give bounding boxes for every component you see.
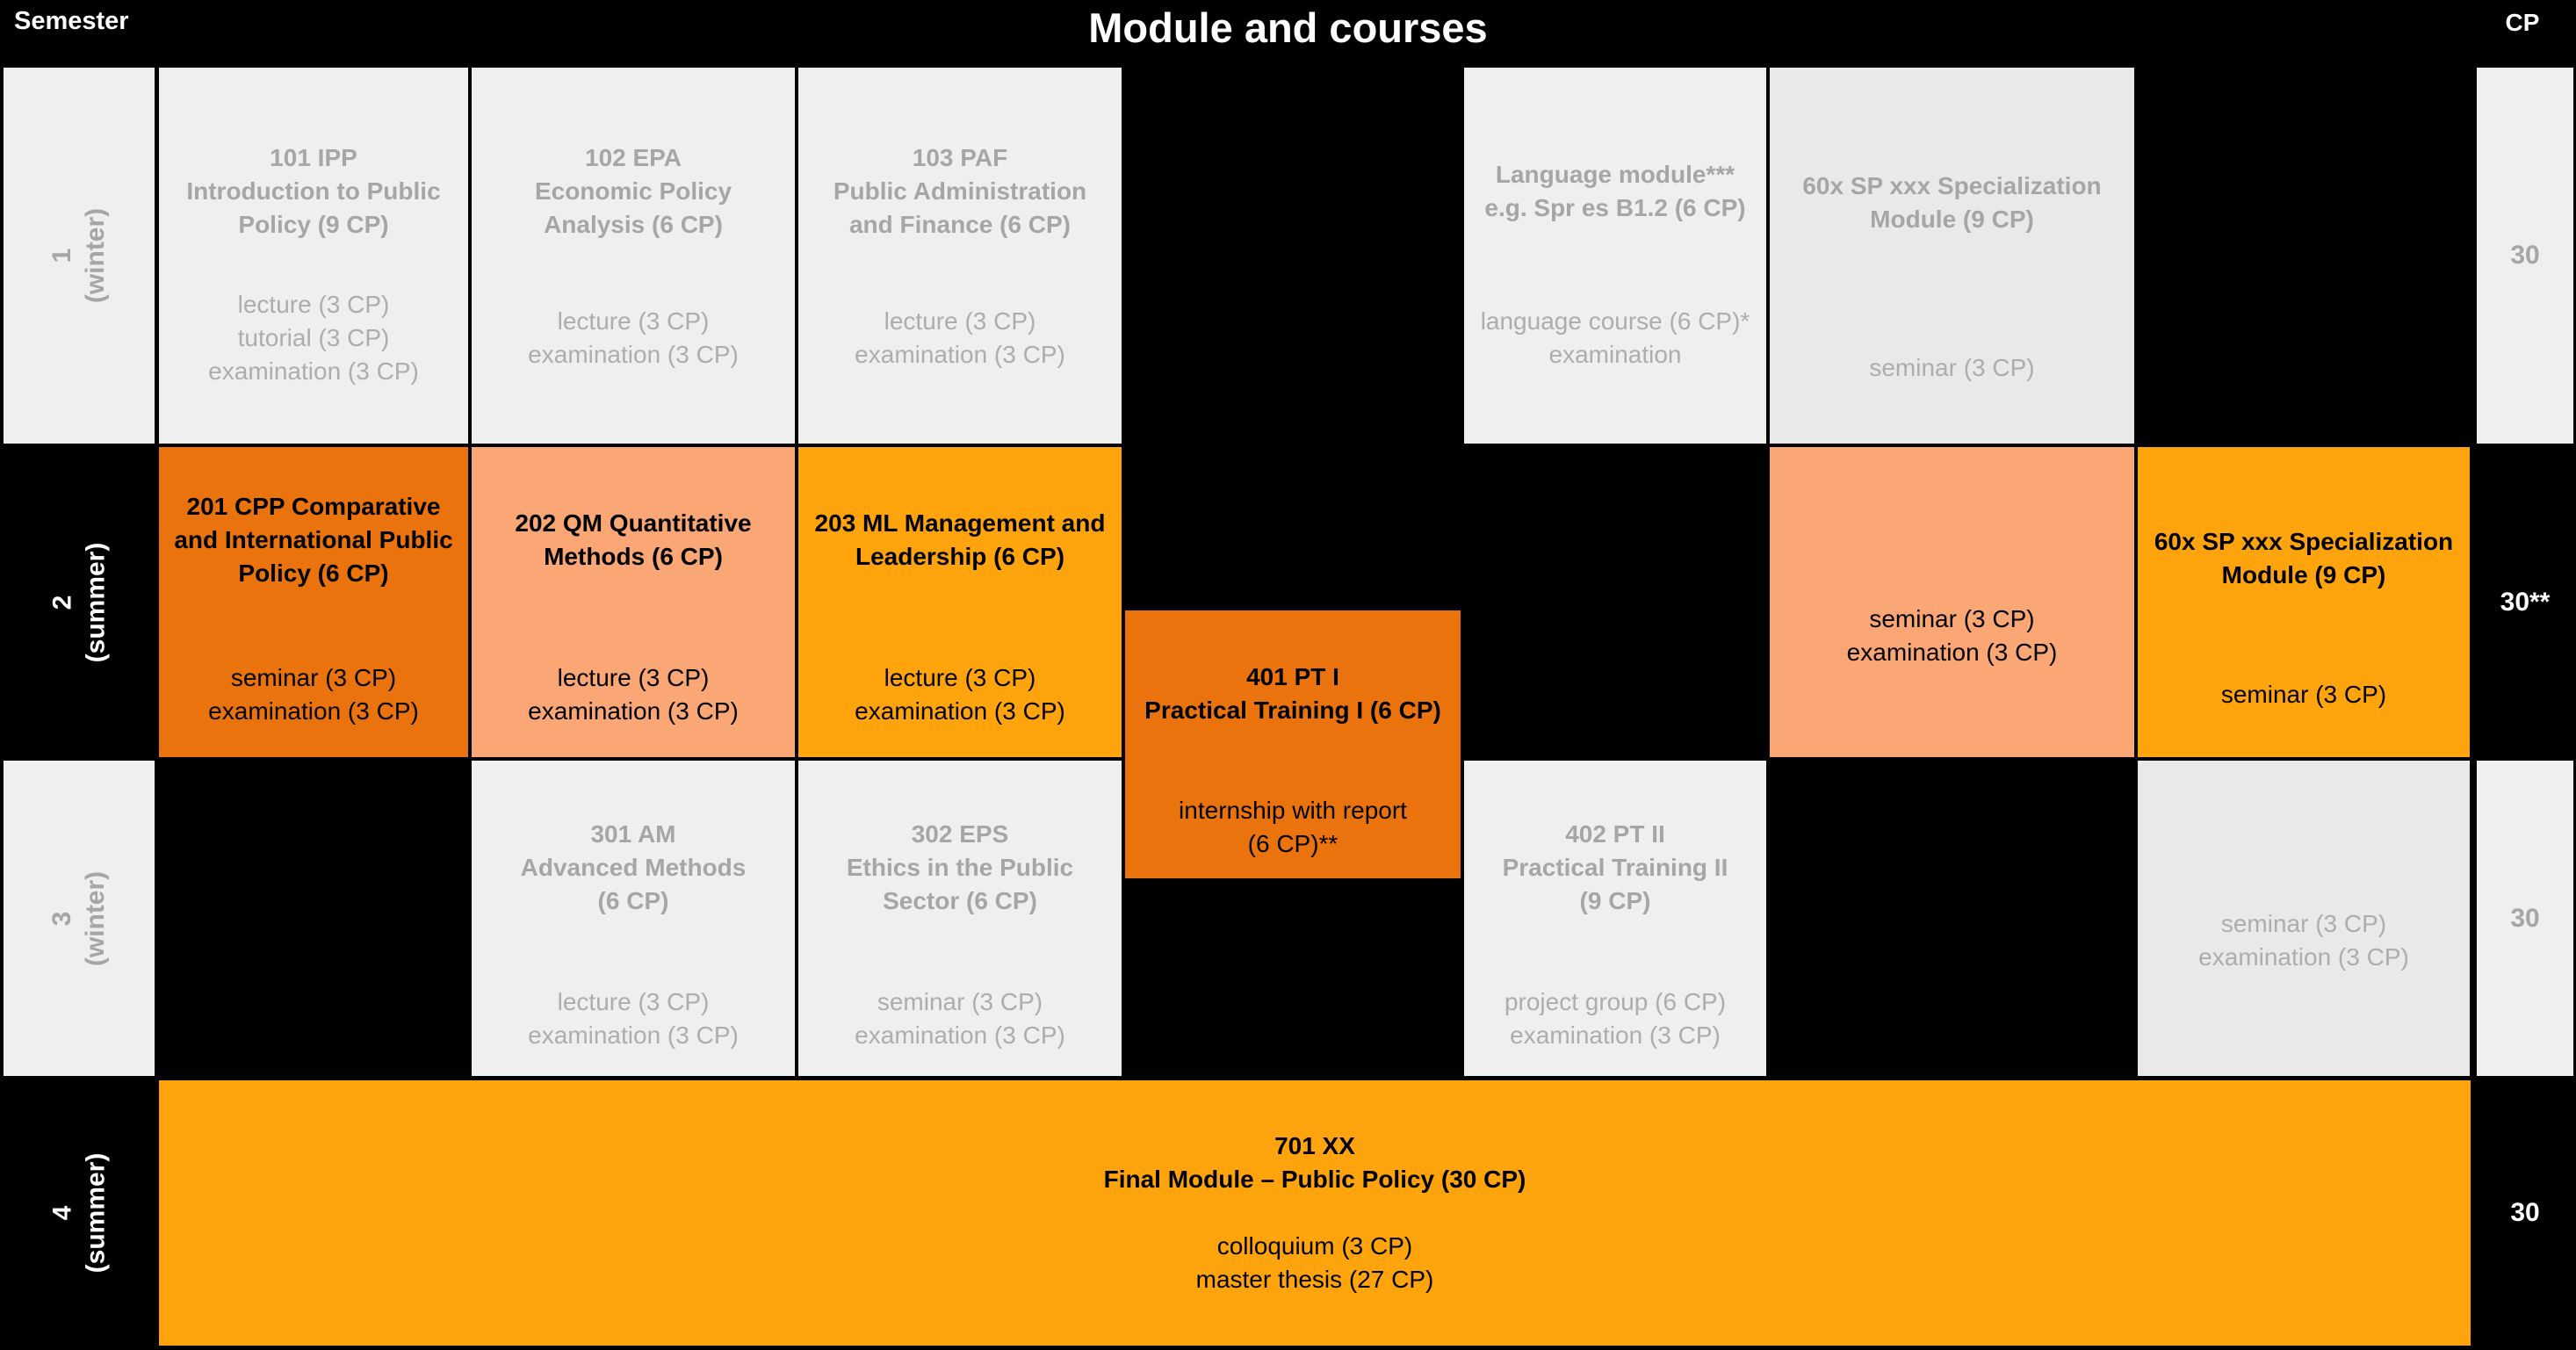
module-301-title: 301 AM Advanced Methods (6 CP) — [520, 820, 747, 915]
specialization-seminar-winter-courses: seminar (3 CP) examination (3 CP) — [2198, 909, 2409, 971]
page-title: Module and courses — [1088, 4, 1488, 51]
module-202-courses: lecture (3 CP) examination (3 CP) — [528, 664, 739, 726]
module-101-title: 101 IPP Introduction to Public Policy (9… — [186, 144, 441, 239]
specialization-module-winter-courses: seminar (3 CP) — [1869, 354, 2035, 382]
semester-column-header: Semester — [14, 7, 129, 35]
module-701-title: 701 XX Final Module – Public Policy (30 … — [1103, 1131, 1526, 1193]
semester-label-3: 3 (winter) — [47, 870, 110, 966]
cp-total-row4-value: 30 — [2510, 1198, 2540, 1227]
module-203-box: 203 ML Management and Leadership (6 CP) … — [798, 447, 1122, 757]
module-301-courses: lecture (3 CP) examination (3 CP) — [528, 988, 739, 1050]
specialization-module-summer-box: 60x SP xxx Specialization Module (9 CP) … — [2138, 447, 2470, 757]
module-202-box: 202 QM Quantitative Methods (6 CP) lectu… — [472, 447, 795, 757]
module-301-box: 301 AM Advanced Methods (6 CP) lecture (… — [472, 761, 795, 1076]
cp-column-header: CP — [2505, 9, 2540, 36]
semester-cell-3: 3 (winter) — [4, 761, 155, 1076]
cp-total-row2-value: 30** — [2500, 587, 2551, 617]
module-201-courses: seminar (3 CP) examination (3 CP) — [208, 664, 419, 726]
language-module-box: Language module*** e.g. Spr es B1.2 (6 C… — [1464, 68, 1766, 444]
module-101-courses: lecture (3 CP) tutorial (3 CP) examinati… — [208, 291, 419, 386]
module-401-box: 401 PT I Practical Training I (6 CP) int… — [1125, 610, 1461, 878]
semester-label-4: 4 (summer) — [47, 1152, 110, 1274]
cp-total-row1-value: 30 — [2510, 241, 2540, 270]
module-101-box: 101 IPP Introduction to Public Policy (9… — [159, 68, 468, 444]
module-201-title: 201 CPP Comparative and International Pu… — [174, 492, 453, 587]
semester-cell-4: 4 (summer) — [4, 1080, 155, 1346]
specialization-seminar-winter-box: seminar (3 CP) examination (3 CP) — [2138, 761, 2470, 1076]
module-201-box: 201 CPP Comparative and International Pu… — [159, 447, 468, 757]
semester-label-1: 1 (winter) — [47, 207, 110, 304]
specialization-module-winter-box: 60x SP xxx Specialization Module (9 CP) … — [1770, 68, 2134, 444]
module-401-title: 401 PT I Practical Training I (6 CP) — [1144, 662, 1441, 724]
cp-total-row2: 30** — [2477, 447, 2573, 757]
semester-cell-2: 2 (summer) — [4, 447, 155, 757]
module-102-box: 102 EPA Economic Policy Analysis (6 CP) … — [472, 68, 795, 444]
cp-total-row3-value: 30 — [2510, 903, 2540, 933]
module-302-title: 302 EPS Ethics in the Public Sector (6 C… — [846, 820, 1074, 915]
module-103-box: 103 PAF Public Administration and Financ… — [798, 68, 1122, 444]
specialization-module-summer-courses: seminar (3 CP) — [2220, 681, 2387, 709]
semester-label-2: 2 (summer) — [47, 542, 110, 662]
module-203-title: 203 ML Management and Leadership (6 CP) — [814, 509, 1106, 570]
module-701-courses: colloquium (3 CP) master thesis (27 CP) — [1195, 1232, 1434, 1294]
module-402-courses: project group (6 CP) examination (3 CP) — [1504, 988, 1727, 1050]
module-102-title: 102 EPA Economic Policy Analysis (6 CP) — [534, 144, 732, 239]
module-203-courses: lecture (3 CP) examination (3 CP) — [855, 664, 1065, 726]
module-102-courses: lecture (3 CP) examination (3 CP) — [528, 307, 739, 369]
specialization-module-summer-title: 60x SP xxx Specialization Module (9 CP) — [2154, 528, 2454, 589]
module-202-title: 202 QM Quantitative Methods (6 CP) — [515, 509, 752, 570]
language-module-title: Language module*** e.g. Spr es B1.2 (6 C… — [1484, 161, 1746, 222]
specialization-module-winter-title: 60x SP xxx Specialization Module (9 CP) — [1802, 172, 2102, 234]
module-402-title: 402 PT II Practical Training II (9 CP) — [1502, 820, 1728, 915]
module-302-courses: seminar (3 CP) examination (3 CP) — [855, 988, 1065, 1050]
specialization-seminar-summer-courses: seminar (3 CP) examination (3 CP) — [1846, 605, 2058, 667]
cp-total-row1: 30 — [2477, 68, 2573, 444]
specialization-seminar-summer-box: seminar (3 CP) examination (3 CP) — [1770, 447, 2134, 757]
semester-cell-1: 1 (winter) — [4, 68, 155, 444]
module-103-courses: lecture (3 CP) examination (3 CP) — [855, 307, 1065, 369]
module-402-box: 402 PT II Practical Training II (9 CP) p… — [1464, 761, 1766, 1076]
module-302-box: 302 EPS Ethics in the Public Sector (6 C… — [798, 761, 1122, 1076]
cp-total-row4: 30 — [2477, 1080, 2573, 1346]
module-701-box: 701 XX Final Module – Public Policy (30 … — [159, 1080, 2471, 1346]
module-103-title: 103 PAF Public Administration and Financ… — [833, 144, 1087, 239]
language-module-courses: language course (6 CP)* examination — [1480, 307, 1750, 369]
cp-total-row3: 30 — [2477, 761, 2573, 1076]
module-401-courses: internship with report (6 CP)** — [1179, 797, 1407, 858]
